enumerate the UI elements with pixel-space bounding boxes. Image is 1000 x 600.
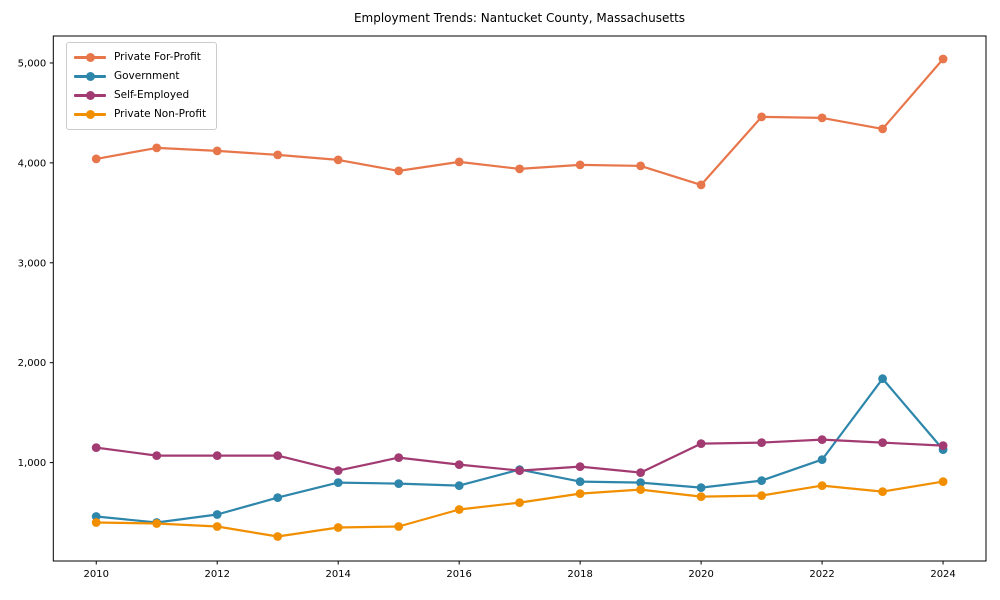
- data-point-government: [757, 476, 766, 485]
- x-tick-label: 2020: [688, 569, 713, 580]
- data-point-self-employed: [273, 451, 283, 460]
- data-point-private-for-profit: [394, 166, 404, 176]
- data-point-private-non-profit: [938, 477, 948, 486]
- x-tick-label: 2016: [446, 569, 471, 580]
- data-point-private-non-profit: [454, 505, 464, 514]
- data-point-government: [212, 510, 222, 519]
- data-point-private-non-profit: [212, 522, 222, 531]
- legend-label: Government: [114, 70, 180, 83]
- data-point-self-employed: [696, 439, 706, 448]
- data-point-self-employed: [212, 451, 222, 460]
- x-tick-label: 2010: [84, 569, 109, 580]
- data-point-government: [878, 374, 887, 384]
- data-point-private-for-profit: [878, 124, 887, 134]
- data-point-self-employed: [454, 460, 464, 469]
- y-tick-label: 4,000: [18, 158, 47, 169]
- data-point-private-non-profit: [636, 485, 645, 494]
- legend-marker-icon: [74, 71, 106, 82]
- x-tick-label: 2014: [325, 569, 350, 580]
- x-tick-label: 2024: [930, 569, 955, 580]
- legend: Private For-Profit Government Self-Employe…: [66, 42, 218, 130]
- data-point-self-employed: [817, 435, 827, 444]
- data-point-self-employed: [515, 466, 524, 475]
- data-point-private-for-profit: [515, 164, 524, 174]
- data-point-private-for-profit: [454, 157, 464, 167]
- data-point-government: [636, 478, 645, 487]
- data-point-self-employed: [938, 441, 948, 450]
- legend-label: Private For-Profit: [114, 51, 201, 64]
- data-point-private-non-profit: [575, 489, 585, 498]
- x-tick-label: 2012: [204, 569, 229, 580]
- y-tick-label: 1,000: [18, 458, 47, 469]
- data-point-self-employed: [333, 466, 343, 475]
- legend-label: Self-Employed: [114, 89, 190, 102]
- plot-border: [52, 35, 987, 562]
- data-point-private-non-profit: [878, 487, 887, 496]
- data-point-private-for-profit: [757, 112, 766, 122]
- data-point-government: [696, 483, 706, 492]
- data-point-government: [394, 479, 404, 488]
- data-point-self-employed: [636, 468, 645, 477]
- data-point-self-employed: [575, 462, 585, 471]
- data-point-private-non-profit: [394, 522, 404, 531]
- data-point-private-non-profit: [273, 532, 283, 541]
- legend-label: Private Non-Profit: [114, 108, 207, 121]
- data-point-private-non-profit: [817, 481, 827, 490]
- y-tick-label: 5,000: [18, 58, 47, 69]
- data-point-private-for-profit: [212, 146, 222, 156]
- data-point-private-for-profit: [273, 150, 283, 160]
- data-point-self-employed: [394, 453, 404, 462]
- data-point-private-non-profit: [515, 498, 524, 507]
- data-point-private-for-profit: [938, 54, 948, 64]
- data-point-self-employed: [878, 438, 887, 447]
- data-point-private-for-profit: [333, 155, 343, 165]
- data-point-private-for-profit: [152, 143, 162, 153]
- legend-marker-icon: [74, 90, 106, 101]
- data-point-government: [333, 478, 343, 487]
- data-point-government: [454, 481, 464, 490]
- legend-item-government: Government: [74, 67, 206, 86]
- chart-title: Employment Trends: Nantucket County, Mas…: [353, 11, 686, 25]
- data-point-private-for-profit: [91, 154, 101, 164]
- data-point-private-non-profit: [757, 491, 766, 500]
- data-point-private-non-profit: [696, 492, 706, 501]
- legend-marker-icon: [74, 109, 106, 120]
- data-point-private-non-profit: [91, 518, 101, 527]
- data-point-private-non-profit: [333, 523, 343, 532]
- y-tick-label: 2,000: [18, 358, 47, 369]
- series-line-private-non-profit: [95, 480, 945, 538]
- legend-item-private-for-profit: Private For-Profit: [74, 48, 206, 67]
- data-point-private-for-profit: [696, 180, 706, 190]
- x-tick-label: 2022: [809, 569, 834, 580]
- data-point-private-for-profit: [817, 113, 827, 123]
- data-point-self-employed: [757, 438, 766, 447]
- data-point-private-non-profit: [152, 519, 162, 528]
- data-point-self-employed: [152, 451, 162, 460]
- legend-marker-icon: [74, 52, 106, 63]
- data-point-private-for-profit: [575, 160, 585, 170]
- data-point-self-employed: [91, 443, 101, 452]
- y-tick-label: 3,000: [18, 258, 47, 269]
- x-tick-label: 2018: [567, 569, 592, 580]
- data-point-private-for-profit: [636, 161, 645, 171]
- data-point-government: [273, 493, 283, 502]
- legend-item-private-non-profit: Private Non-Profit: [74, 105, 206, 124]
- data-point-government: [817, 455, 827, 464]
- data-point-government: [575, 477, 585, 486]
- legend-item-self-employed: Self-Employed: [74, 86, 206, 105]
